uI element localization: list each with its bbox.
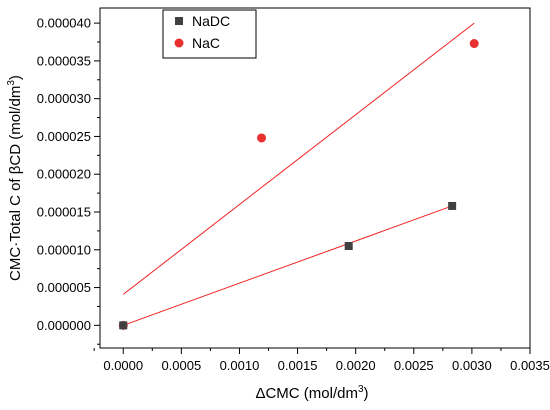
legend: NaDC NaC xyxy=(162,9,257,59)
y-axis-title-sup: 3 xyxy=(6,80,17,86)
legend-label-nadc: NaDC xyxy=(192,13,230,29)
y-axis-ticks: 0.000000 0.000005 0.000010 0.000015 0.000020… xyxy=(37,16,100,345)
point-nadc xyxy=(448,201,457,210)
data-points xyxy=(118,39,479,330)
fit-line-nadc xyxy=(123,205,453,326)
legend-label-nac: NaC xyxy=(192,35,220,51)
x-axis-title: ΔCMC (mol/dm3) xyxy=(255,384,368,402)
fit-line-nac xyxy=(122,22,475,295)
point-nac xyxy=(469,39,479,49)
y-tick-label: 0.000005 xyxy=(37,280,91,295)
x-tick-label: 0.0005 xyxy=(161,358,201,373)
x-tick-label: 0.0025 xyxy=(394,358,434,373)
y-tick-label: 0.000020 xyxy=(37,167,91,182)
x-axis-title-sup: 3 xyxy=(358,384,364,395)
x-tick-label: 0.0035 xyxy=(510,358,550,373)
x-tick-label: 0.0015 xyxy=(278,358,318,373)
legend-box xyxy=(162,9,257,59)
fit-lines xyxy=(122,22,475,326)
legend-marker-nac xyxy=(174,38,184,48)
y-tick-label: 0.000025 xyxy=(37,129,91,144)
x-tick-label: 0.0010 xyxy=(220,358,260,373)
x-axis-title-tail: ) xyxy=(364,385,369,402)
x-tick-label: 0.0030 xyxy=(452,358,492,373)
point-nac xyxy=(257,133,267,143)
y-tick-label: 0.000010 xyxy=(37,242,91,257)
y-axis-title: CMC·Total C of βCD (mol/dm3) xyxy=(6,75,24,281)
point-nadc xyxy=(119,321,128,330)
y-tick-label: 0.000015 xyxy=(37,205,91,220)
y-axis-title-main: CMC·Total C of βCD (mol/dm xyxy=(7,86,24,281)
y-tick-label: 0.000000 xyxy=(37,318,91,333)
x-axis-title-main: ΔCMC (mol/dm xyxy=(255,385,358,402)
point-nadc xyxy=(344,242,353,250)
x-axis-ticks: 0.0000 0.0005 0.0010 0.0015 0.0020 0.0025 0.00… xyxy=(93,348,550,373)
y-axis-title-tail: ) xyxy=(7,75,24,80)
y-tick-label: 0.000040 xyxy=(37,16,91,31)
plot-frame xyxy=(99,7,531,349)
x-tick-label: 0.0000 xyxy=(103,358,143,373)
y-tick-label: 0.000030 xyxy=(37,91,91,106)
legend-marker-nadc xyxy=(175,17,183,25)
y-tick-label: 0.000035 xyxy=(37,53,91,68)
x-tick-label: 0.0020 xyxy=(336,358,376,373)
